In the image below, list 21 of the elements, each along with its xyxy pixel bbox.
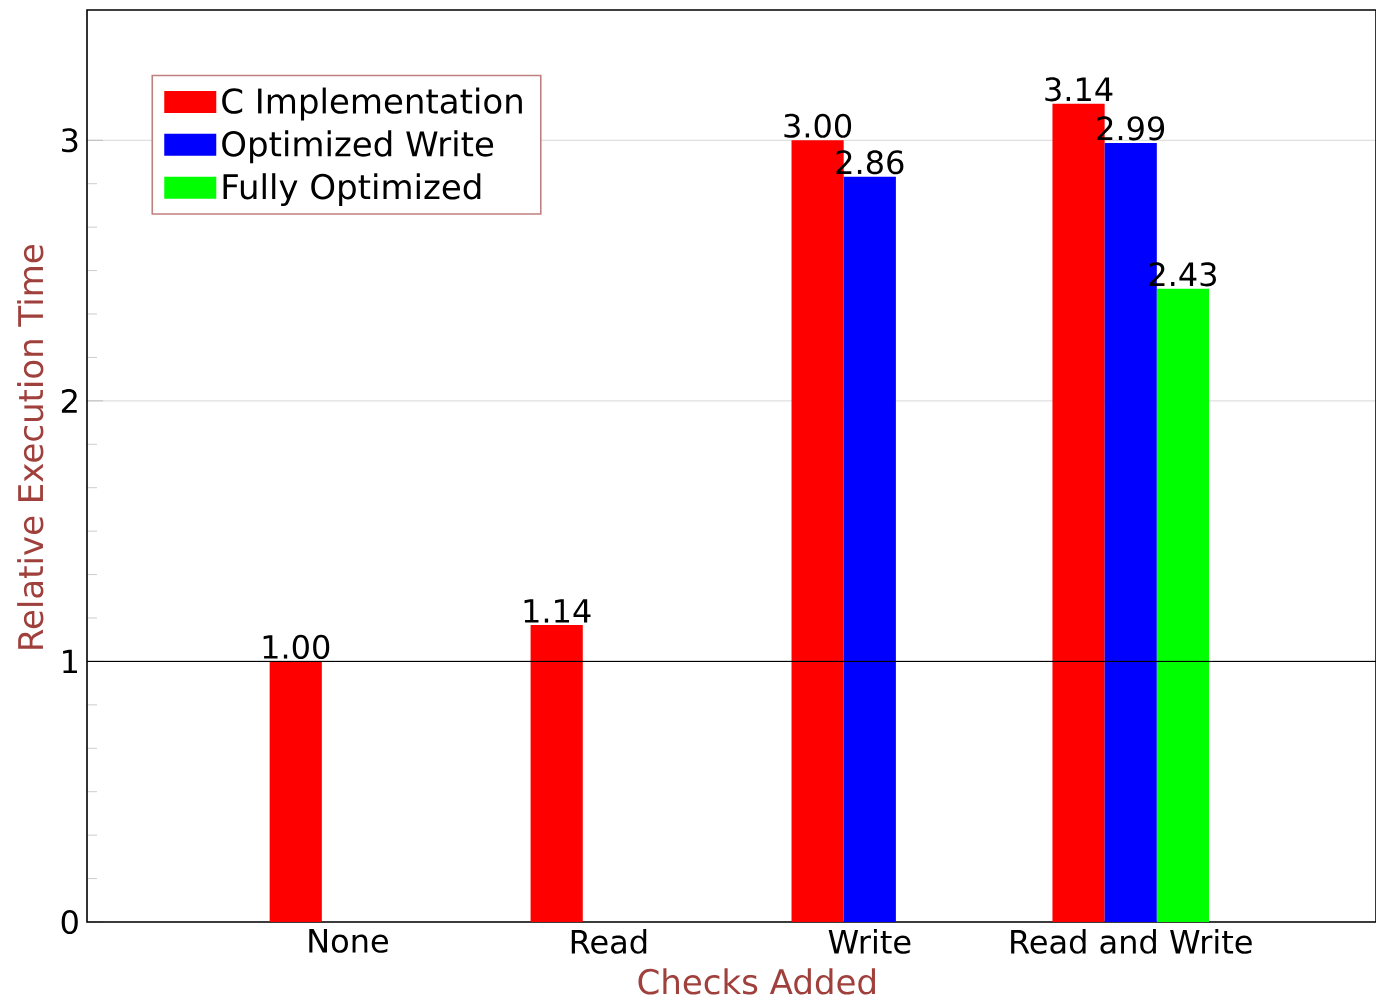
y-tick-label: 0	[61, 909, 78, 935]
bar	[843, 176, 896, 922]
x-tick-label: Write	[828, 929, 911, 954]
data-label: 3.14	[1045, 77, 1113, 102]
x-axis-title: Checks Added	[638, 968, 875, 995]
legend-label: C Implementation	[222, 87, 522, 121]
x-tick-label: None	[309, 929, 388, 953]
bar	[269, 661, 322, 922]
x-tick-label: Read	[571, 929, 647, 954]
x-tick-label: Read and Write	[1011, 929, 1252, 954]
legend-label: Optimized Write	[222, 130, 494, 164]
y-tick-label: 1	[63, 649, 77, 674]
y-axis-title: Relative Execution Time	[17, 245, 44, 649]
data-label: 3.00	[784, 113, 852, 138]
bar	[1156, 288, 1210, 922]
data-label: 1.00	[263, 634, 330, 660]
y-tick-label: 2	[61, 388, 77, 413]
y-tick-label: 3	[62, 128, 78, 153]
data-label: 1.14	[524, 599, 591, 623]
bar	[530, 624, 583, 922]
legend-label: Fully Optimized	[223, 173, 481, 207]
